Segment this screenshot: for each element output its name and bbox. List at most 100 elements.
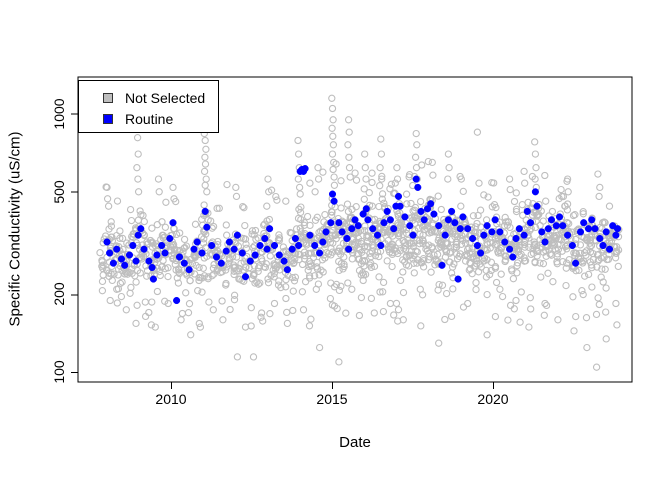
- not-selected-point: [375, 223, 384, 231]
- not-selected-point: [253, 278, 261, 286]
- not-selected-point: [428, 228, 436, 236]
- not-selected-point: [517, 288, 525, 296]
- not-selected-point: [533, 212, 541, 220]
- routine-point: [491, 216, 499, 224]
- not-selected-point: [266, 252, 274, 260]
- legend-label-routine: Routine: [125, 110, 174, 127]
- not-selected-point: [386, 243, 395, 252]
- not-selected-point: [348, 255, 356, 263]
- not-selected-point: [386, 185, 394, 193]
- y-axis-title: Specific Conductivity (uS/cm): [6, 131, 24, 327]
- not-selected-point: [516, 318, 524, 326]
- not-selected-point: [487, 258, 496, 266]
- not-selected-point: [200, 201, 208, 209]
- not-selected-point: [198, 274, 206, 282]
- routine-point: [212, 253, 221, 261]
- not-selected-point: [270, 261, 278, 270]
- not-selected-point: [357, 293, 366, 302]
- not-selected-point: [182, 242, 191, 250]
- not-selected-point: [477, 263, 485, 271]
- not-selected-point: [306, 179, 314, 187]
- not-selected-point: [344, 279, 352, 287]
- not-selected-point: [106, 296, 114, 305]
- not-selected-point: [177, 316, 185, 324]
- routine-point: [109, 259, 117, 267]
- not-selected-point: [128, 232, 136, 241]
- not-selected-point: [328, 208, 336, 216]
- not-selected-point: [175, 268, 183, 276]
- not-selected-point: [126, 205, 135, 214]
- not-selected-point: [441, 315, 449, 324]
- not-selected-point: [326, 294, 335, 303]
- not-selected-point: [133, 301, 141, 309]
- not-selected-point: [169, 255, 177, 263]
- not-selected-point: [594, 294, 602, 302]
- routine-point: [208, 241, 216, 250]
- routine-point: [568, 241, 576, 250]
- not-selected-point: [186, 276, 194, 285]
- routine-point: [496, 228, 504, 236]
- not-selected-point: [335, 247, 343, 255]
- not-selected-point: [164, 272, 172, 281]
- not-selected-point: [452, 243, 460, 251]
- routine-point: [311, 241, 319, 250]
- y-tick-label-200: 200: [51, 282, 67, 306]
- not-selected-point: [270, 269, 278, 278]
- x-tick-label-2020: 2020: [477, 391, 509, 407]
- not-selected-point: [390, 311, 398, 319]
- not-selected-point: [191, 252, 199, 261]
- not-selected-point: [361, 270, 370, 279]
- not-selected-point: [416, 236, 424, 244]
- not-selected-point: [143, 272, 151, 280]
- not-selected-point: [394, 306, 403, 314]
- routine-point: [394, 192, 403, 200]
- routine-point: [161, 249, 169, 257]
- not-selected-point: [219, 316, 227, 324]
- routine-point: [509, 253, 517, 261]
- not-selected-point: [537, 273, 545, 281]
- not-selected-point: [407, 199, 415, 208]
- not-selected-point: [329, 116, 337, 124]
- not-selected-point: [133, 164, 141, 172]
- not-selected-point: [599, 278, 607, 286]
- not-selected-point: [296, 251, 304, 259]
- not-selected-point: [456, 250, 464, 258]
- not-selected-point: [294, 150, 303, 158]
- not-selected-point: [328, 150, 337, 158]
- not-selected-point: [178, 309, 187, 318]
- not-selected-point: [571, 211, 579, 219]
- not-selected-point: [542, 301, 551, 310]
- not-selected-point: [579, 259, 587, 267]
- not-selected-point: [521, 243, 529, 251]
- not-selected-point: [497, 244, 505, 252]
- routine-point: [175, 253, 184, 261]
- routine-point: [103, 238, 111, 246]
- not-selected-point: [465, 244, 473, 252]
- not-selected-point: [432, 228, 440, 236]
- not-selected-point: [361, 164, 369, 172]
- not-selected-point: [307, 315, 315, 323]
- not-selected-point: [275, 237, 283, 245]
- routine-point: [373, 231, 382, 239]
- x-axis-title: Date: [339, 434, 371, 451]
- not-selected-point: [541, 299, 549, 308]
- routine-point: [412, 175, 420, 183]
- not-selected-point: [578, 287, 586, 295]
- not-selected-point: [532, 164, 540, 172]
- not-selected-point: [472, 257, 481, 265]
- not-selected-point: [348, 285, 356, 293]
- not-selected-point: [344, 116, 353, 124]
- not-selected-point: [203, 188, 211, 196]
- routine-point: [364, 216, 372, 224]
- not-selected-point: [428, 158, 436, 167]
- not-selected-point: [232, 192, 241, 201]
- not-selected-point: [231, 263, 239, 271]
- not-selected-point: [526, 294, 534, 302]
- not-selected-point: [489, 239, 497, 247]
- not-selected-point: [380, 199, 388, 207]
- not-selected-point: [512, 189, 520, 197]
- not-selected-point: [359, 276, 367, 285]
- not-selected-point: [375, 252, 383, 261]
- not-selected-point: [402, 261, 411, 269]
- not-selected-point: [148, 224, 156, 232]
